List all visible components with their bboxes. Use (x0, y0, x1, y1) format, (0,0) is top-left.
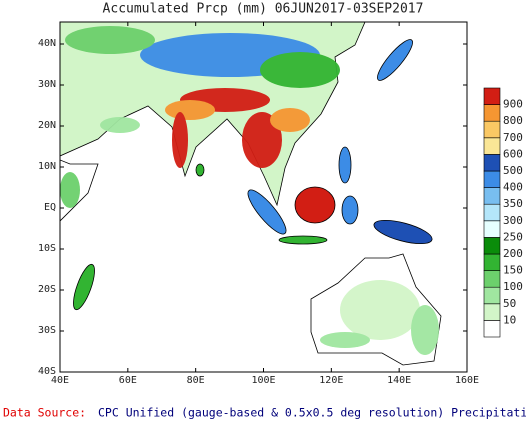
lat-label: 20N (38, 120, 56, 131)
legend-swatch (483, 120, 501, 139)
legend-label: 700 (503, 131, 523, 144)
legend-label: 100 (503, 280, 523, 293)
precip-patches (60, 26, 439, 355)
source-label: Data Source: (3, 406, 86, 420)
legend-label: 350 (503, 197, 523, 210)
lat-label: EQ (44, 202, 56, 213)
legend-swatch (483, 170, 501, 188)
legend-label: 250 (503, 230, 523, 243)
legend-swatch (483, 87, 501, 105)
legend-swatch (483, 203, 501, 222)
legend-swatch (483, 286, 501, 305)
color-legend: 10 50 100 150 200 250 300 350 400 500 600 700 800 900 (483, 87, 523, 338)
legend-label: 10 (503, 313, 516, 326)
legend-label: 500 (503, 164, 523, 177)
lat-label: 10N (38, 161, 56, 172)
legend-swatch (483, 104, 501, 122)
lat-label: 20S (38, 284, 56, 295)
map (60, 22, 467, 372)
legend-swatch (483, 220, 501, 238)
lon-label: 120E (319, 375, 343, 386)
legend-label: 200 (503, 247, 523, 260)
legend-label: 150 (503, 264, 523, 277)
lon-label: 40E (51, 375, 69, 386)
lon-label: 80E (187, 375, 205, 386)
legend-swatch (483, 270, 501, 288)
legend-label: 900 (503, 98, 523, 111)
islands (73, 39, 433, 311)
legend-swatch (483, 253, 501, 271)
lat-label: 30N (38, 79, 56, 90)
lon-label: 160E (455, 375, 479, 386)
lat-label: 40S (38, 366, 56, 377)
legend-swatch (483, 237, 501, 255)
lat-label: 40N (38, 38, 56, 49)
lat-label: 30S (38, 325, 56, 336)
legend-swatch (483, 320, 501, 338)
legend-swatch (483, 303, 501, 321)
lat-label: 10S (38, 243, 56, 254)
legend-swatch (483, 187, 501, 205)
legend-label: 50 (503, 297, 516, 310)
legend-label: 800 (503, 114, 523, 127)
legend-label: 600 (503, 147, 523, 160)
legend-swatch (483, 154, 501, 172)
legend-swatch (483, 137, 501, 155)
source-text: CPC Unified (gauge-based & 0.5x0.5 deg r… (98, 406, 526, 420)
lon-label: 100E (251, 375, 275, 386)
lon-label: 140E (387, 375, 411, 386)
lon-label: 60E (119, 375, 137, 386)
title: Accumulated Prcp (mm) 06JUN2017-03SEP201… (103, 2, 424, 17)
legend-label: 300 (503, 214, 523, 227)
legend-label: 400 (503, 181, 523, 194)
